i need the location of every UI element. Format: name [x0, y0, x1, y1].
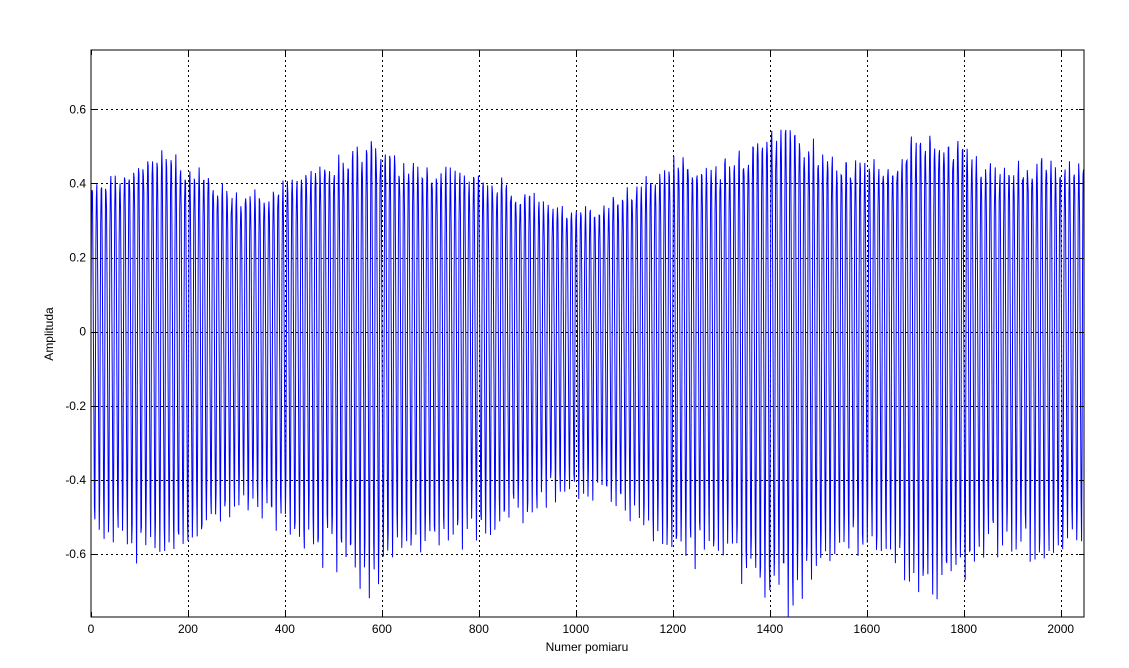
- x-tick-label: 1800: [950, 622, 977, 636]
- x-tick-label: 800: [469, 622, 489, 636]
- x-tick-label: 0: [88, 622, 95, 636]
- x-tick-label: 2000: [1047, 622, 1074, 636]
- x-tick-label: 200: [178, 622, 198, 636]
- tick-marks: [91, 50, 1084, 617]
- x-tick-label: 600: [372, 622, 392, 636]
- series-line: [90, 129, 1085, 617]
- y-tick-label: 0: [79, 325, 86, 339]
- x-tick-label: 400: [275, 622, 295, 636]
- y-tick-label: 0.6: [69, 102, 86, 116]
- plot-frame: [90, 49, 1085, 618]
- x-tick-label: 1600: [853, 622, 880, 636]
- y-tick-label: -0.2: [65, 399, 86, 413]
- x-axis-label: Numer pomiaru: [546, 640, 629, 654]
- x-tick-label: 1000: [563, 622, 590, 636]
- y-tick-label: 0.2: [69, 251, 86, 265]
- y-tick-label: 0.4: [69, 176, 86, 190]
- y-axis-label: Amplituda: [42, 307, 56, 361]
- y-tick-labels: -0.6 -0.4 -0.2 0 0.2 0.4 0.6: [65, 102, 86, 561]
- y-tick-label: -0.6: [65, 547, 86, 561]
- x-tick-label: 1400: [756, 622, 783, 636]
- x-tick-labels: 0 200 400 600 800 1000 1200 1400 1600 1800 2000: [88, 622, 1075, 636]
- y-tick-label: -0.4: [65, 473, 86, 487]
- series-layer: [90, 129, 1085, 617]
- x-tick-label: 1200: [659, 622, 686, 636]
